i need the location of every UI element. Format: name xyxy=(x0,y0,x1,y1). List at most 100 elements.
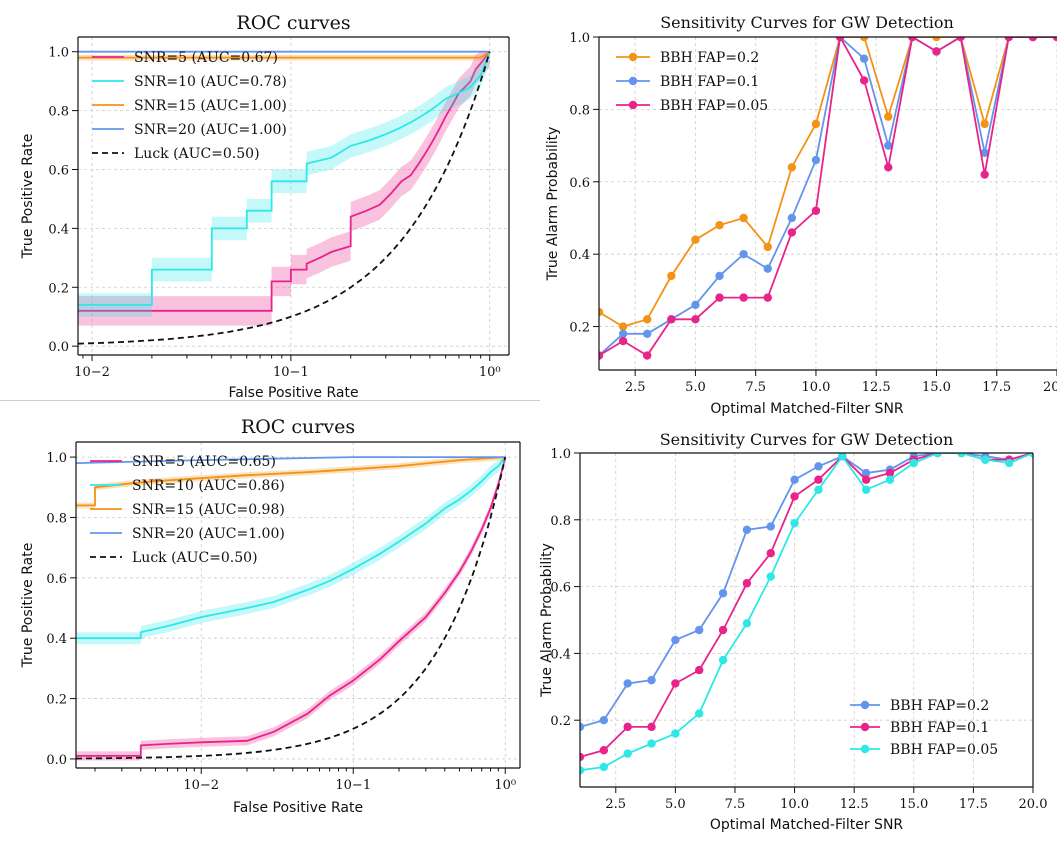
data-point xyxy=(618,336,628,346)
data-point xyxy=(715,293,724,302)
legend-marker xyxy=(628,76,638,86)
x-tick-label: 17.5 xyxy=(959,797,988,812)
y-tick-label: 0.8 xyxy=(550,514,571,529)
data-point xyxy=(718,589,728,598)
axes-frame xyxy=(579,452,1034,788)
data-point xyxy=(691,315,700,324)
data-point xyxy=(980,148,989,158)
series-line xyxy=(76,456,506,464)
legend: SNR=5 (AUC=0.67) SNR=10 (AUC=0.78) SNR=15 … xyxy=(92,50,287,162)
data-point xyxy=(1028,453,1033,458)
legend-label: SNR=15 (AUC=0.98) xyxy=(132,502,285,518)
data-point xyxy=(981,455,990,464)
axes-frame xyxy=(598,36,1057,371)
data-point xyxy=(580,752,585,762)
data-point xyxy=(742,525,752,535)
x-axis-label: False Positive Rate xyxy=(233,800,363,816)
data-point xyxy=(599,746,609,755)
data-point xyxy=(859,54,869,63)
y-tick-label: 0.4 xyxy=(46,632,67,647)
chart-panel-4: 2.5 5.0 7.5 10.0 12.5 15.0 17.5 20.0 0.2 0.4 0.6 0.… xyxy=(539,430,1047,833)
legend-label: SNR=10 (AUC=0.78) xyxy=(134,74,287,90)
data-point xyxy=(671,729,680,738)
data-point xyxy=(715,271,724,281)
data-point xyxy=(835,37,845,42)
legend-label: Luck (AUC=0.50) xyxy=(132,550,258,566)
panel-separator xyxy=(0,400,540,401)
series-line xyxy=(78,51,491,306)
legend-label: SNR=15 (AUC=1.00) xyxy=(134,98,287,114)
data-point xyxy=(909,458,918,468)
plot-area xyxy=(580,453,1033,787)
data-point xyxy=(980,119,989,129)
confidence-band xyxy=(76,457,506,509)
data-point xyxy=(763,242,772,252)
data-point xyxy=(623,749,632,758)
data-point xyxy=(742,579,752,588)
legend-marker xyxy=(860,744,870,754)
data-point xyxy=(885,468,895,478)
data-point xyxy=(884,163,893,172)
legend-label: BBH FAP=0.2 xyxy=(660,50,759,66)
data-point xyxy=(715,221,724,230)
x-tick-label: 10−1 xyxy=(335,778,371,793)
data-point xyxy=(671,635,680,645)
grid-lines xyxy=(78,37,509,355)
y-axis-label: True Positive Rate xyxy=(20,134,36,260)
chart-panel-2: 2.5 5.0 7.5 10.0 12.5 15.0 17.5 20.0 0.2 0.4 0.6 0.… xyxy=(545,13,1057,417)
y-tick-label: 1.0 xyxy=(569,31,590,46)
x-tick-label: 7.5 xyxy=(725,797,746,812)
x-tick-label: 10.0 xyxy=(801,380,830,395)
y-tick-label: 1.0 xyxy=(46,451,67,466)
data-point xyxy=(667,315,676,324)
series-line xyxy=(599,37,1057,357)
data-point xyxy=(695,709,704,718)
data-point xyxy=(647,722,656,732)
x-axis-label: Optimal Matched-Filter SNR xyxy=(710,817,904,833)
grid-lines xyxy=(599,36,1057,370)
data-point xyxy=(790,475,799,484)
x-tick-label: 17.5 xyxy=(982,380,1011,395)
legend-label: BBH FAP=0.1 xyxy=(660,74,759,90)
legend-label: SNR=10 (AUC=0.86) xyxy=(132,478,285,494)
legend-label: Luck (AUC=0.50) xyxy=(134,146,260,162)
x-tick-label: 10⁰ xyxy=(479,365,501,380)
data-point xyxy=(980,170,989,179)
confidence-band xyxy=(78,51,490,326)
legend-label: BBH FAP=0.2 xyxy=(890,698,989,714)
x-tick-label: 10−2 xyxy=(74,365,110,380)
legend: BBH FAP=0.2 BBH FAP=0.1 BBH FAP=0.05 xyxy=(850,698,998,758)
legend-label: SNR=5 (AUC=0.65) xyxy=(132,454,276,470)
legend-label: BBH FAP=0.05 xyxy=(660,98,768,114)
plot-area xyxy=(78,37,509,355)
legend-label: BBH FAP=0.1 xyxy=(890,720,989,736)
data-point xyxy=(695,625,704,635)
data-point xyxy=(1052,37,1057,42)
series-line xyxy=(580,453,1033,728)
data-point xyxy=(599,762,609,772)
y-tick-label: 1.0 xyxy=(48,46,69,61)
data-point xyxy=(790,492,799,501)
data-point xyxy=(580,722,585,732)
data-point xyxy=(787,228,797,237)
data-point xyxy=(1004,37,1013,42)
legend: SNR=5 (AUC=0.65) SNR=10 (AUC=0.86) SNR=15 … xyxy=(90,454,285,566)
x-tick-label: 15.0 xyxy=(922,380,951,395)
y-tick-label: 0.6 xyxy=(550,581,571,596)
series-line xyxy=(78,51,491,312)
chart-title: Sensitivity Curves for GW Detection xyxy=(660,430,954,449)
axis-ticks xyxy=(574,452,1034,793)
series-line xyxy=(78,50,491,59)
data-point xyxy=(811,119,821,129)
data-point xyxy=(623,722,632,732)
x-tick-label: 20.0 xyxy=(1019,797,1048,812)
series-line xyxy=(599,37,1057,328)
legend-label: SNR=5 (AUC=0.67) xyxy=(134,50,278,66)
data-point xyxy=(647,675,656,685)
y-axis-label: True Alarm Probability xyxy=(539,543,555,698)
data-point xyxy=(814,462,823,471)
y-axis-label: True Positive Rate xyxy=(20,543,36,669)
x-tick-label: 15.0 xyxy=(899,797,928,812)
